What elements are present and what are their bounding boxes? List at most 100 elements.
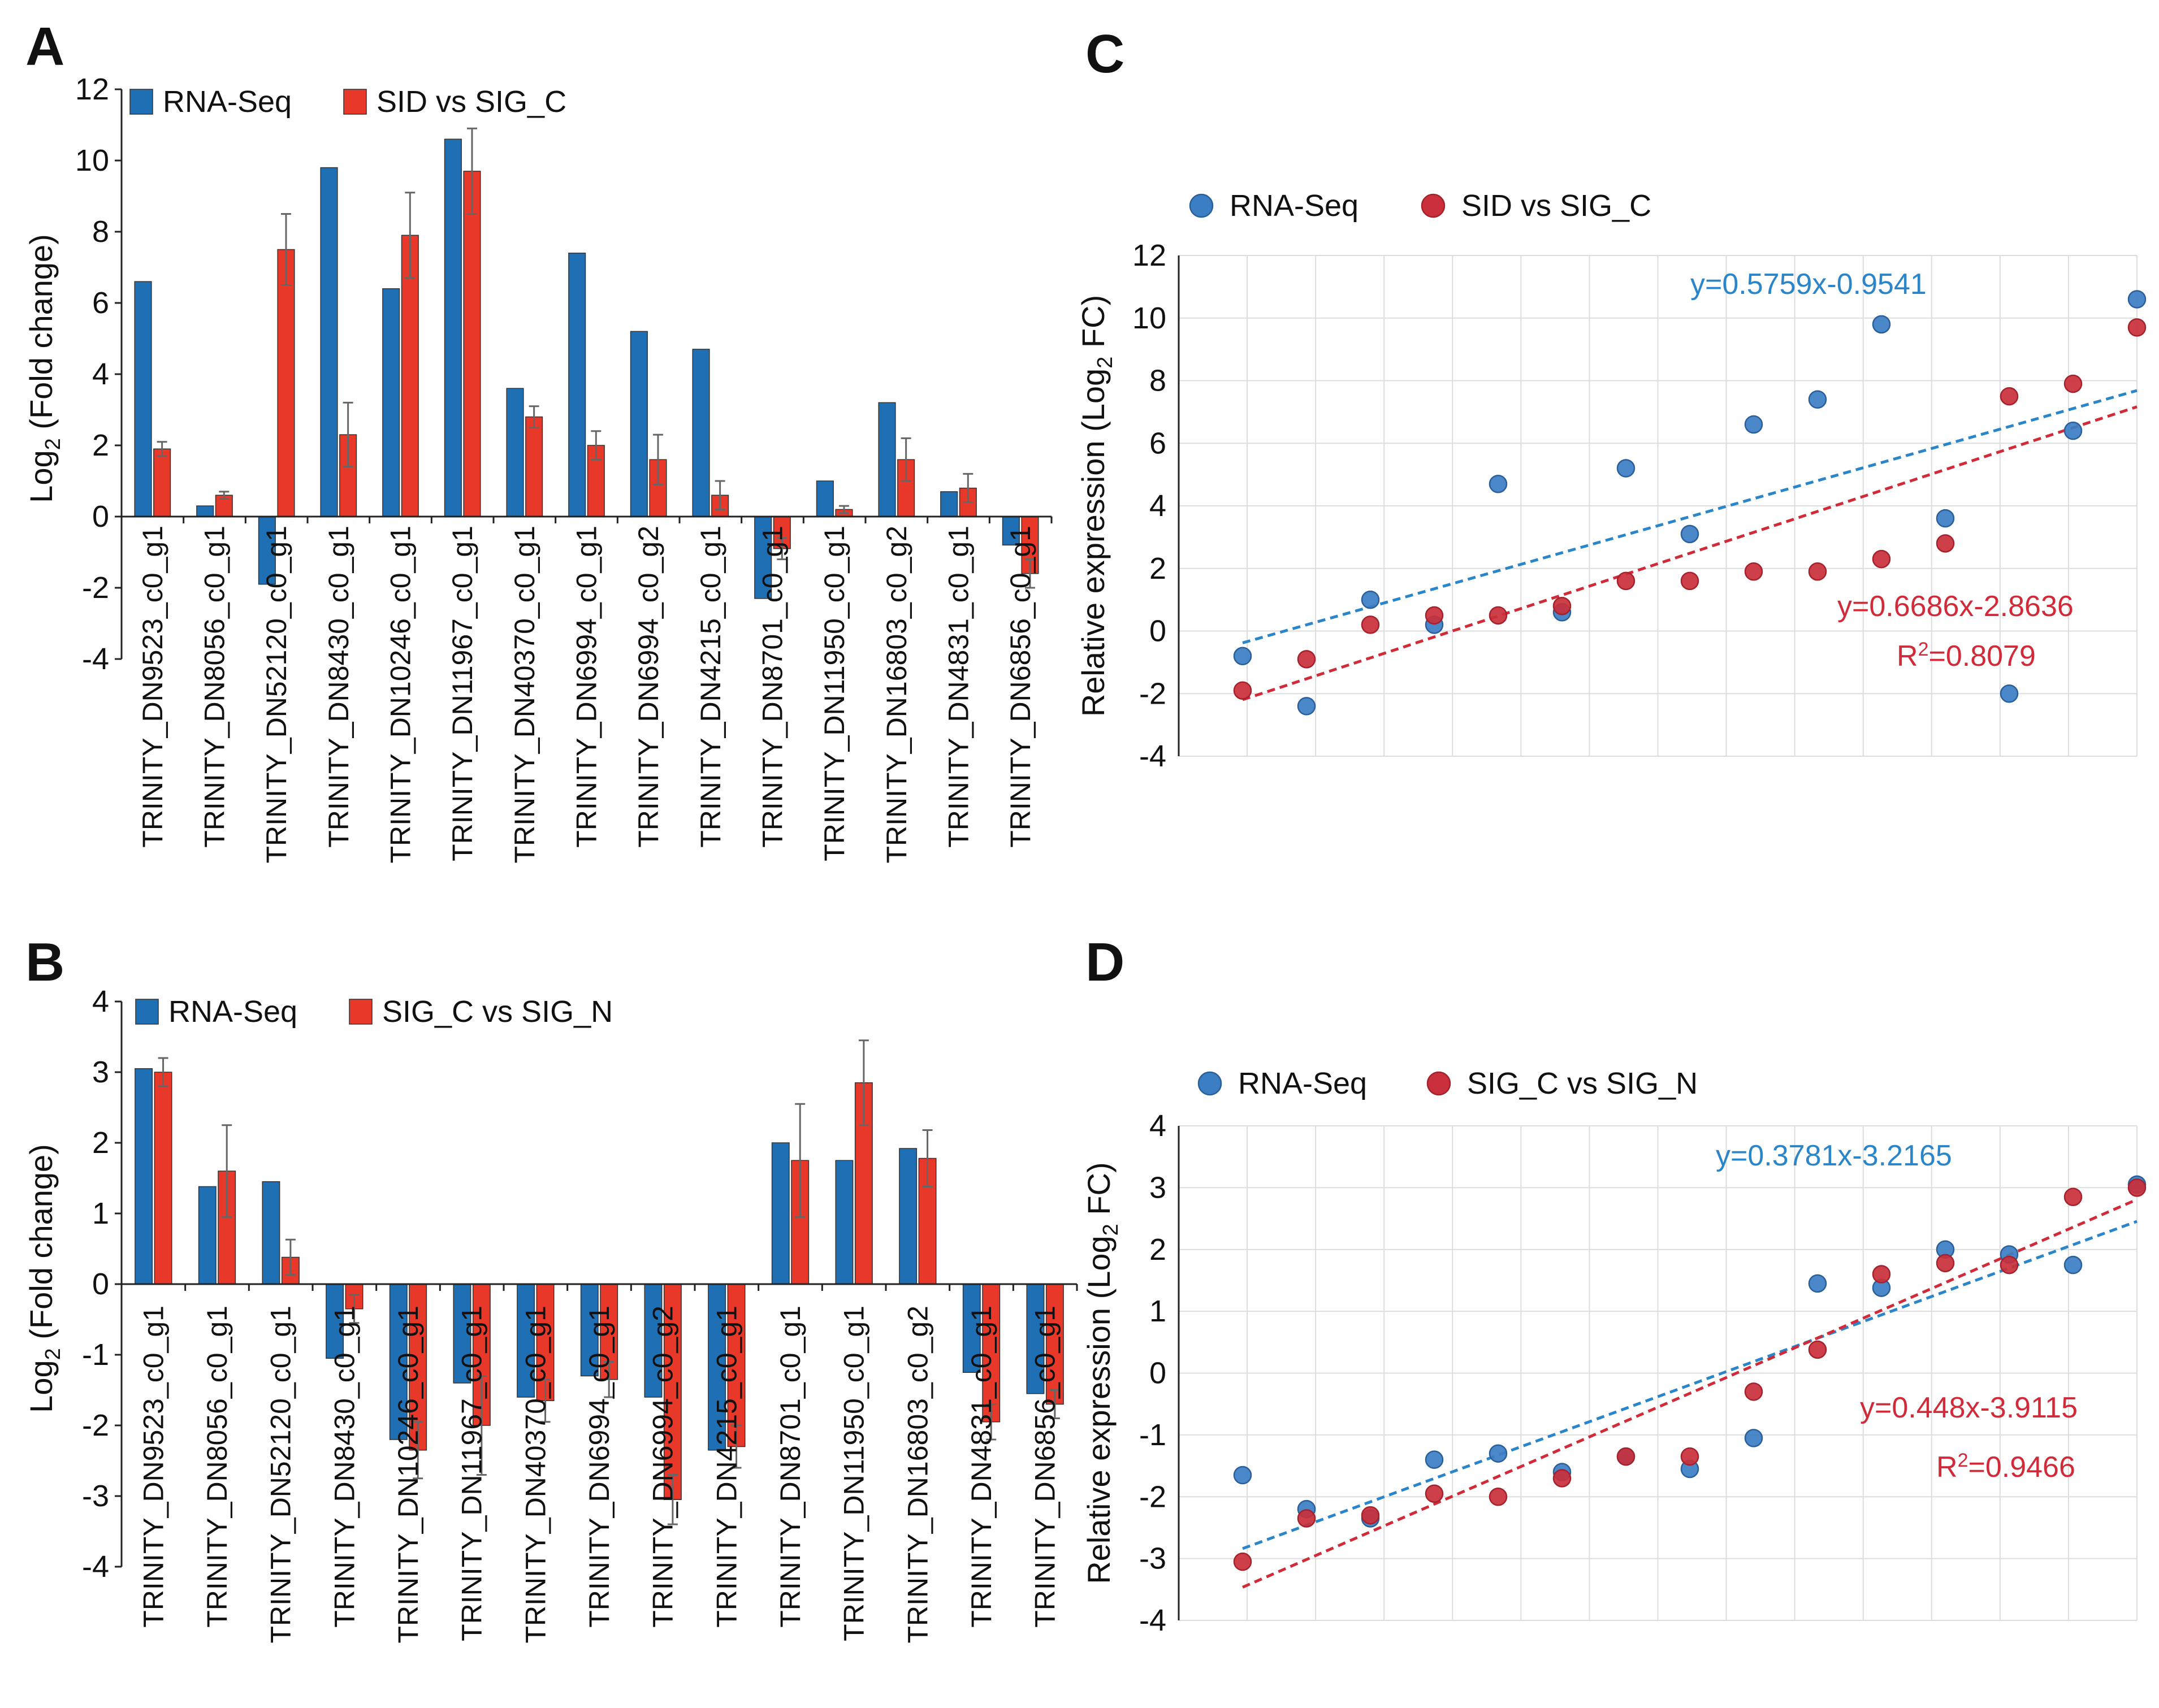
a-bar-rnaseq	[320, 167, 338, 517]
a-category-label: TRINITY_DN6856_c0_g1	[1005, 526, 1036, 848]
a-bar-rnaseq	[816, 480, 834, 517]
d-point-qpcr	[1361, 1506, 1380, 1525]
b-category-label: TRINITY_DN6994_c0_g1	[583, 1306, 615, 1628]
c-point-rnaseq	[1680, 524, 1699, 544]
a-category-label: TRINITY_DN10246_c0_g1	[385, 526, 417, 864]
c-legend-marker-qpcr	[1421, 193, 1446, 218]
a-bar-rnaseq	[134, 281, 152, 517]
d-point-qpcr	[1297, 1509, 1316, 1528]
c-point-qpcr	[1680, 571, 1699, 591]
a-legend-label-qpcr: SID vs SIG_C	[377, 85, 566, 119]
a-y-tick-label: -4	[82, 642, 109, 676]
a-bar-rnaseq	[506, 388, 524, 517]
b-legend-swatch-qpcr	[349, 999, 373, 1025]
c-legend-label-rnaseq: RNA-Seq	[1230, 189, 1358, 223]
c-y-tick-label: 4	[1149, 489, 1166, 523]
a-y-tick-label: 0	[92, 500, 109, 534]
c-point-rnaseq	[1808, 390, 1827, 409]
c-point-rnaseq	[1297, 697, 1316, 716]
d-point-qpcr	[2000, 1255, 2019, 1275]
c-y-tick-label: 8	[1149, 364, 1166, 398]
d-y-tick-label: 3	[1149, 1171, 1166, 1204]
a-bar-rnaseq	[196, 505, 214, 517]
b-y-axis-label: Log2 (Fold change)	[23, 1144, 65, 1413]
c-y-tick-label: -4	[1139, 739, 1166, 773]
d-point-rnaseq	[1744, 1429, 1763, 1447]
b-y-tick-label: 1	[92, 1197, 109, 1230]
a-bar-rnaseq	[1002, 516, 1020, 546]
b-bar-qpcr	[982, 1284, 1001, 1423]
d-y-tick-label: -4	[1139, 1603, 1166, 1637]
b-y-tick-label: -3	[82, 1479, 109, 1513]
d-y-tick-label: -3	[1139, 1542, 1166, 1576]
b-y-tick-label: 0	[92, 1267, 109, 1301]
c-y-axis-label: Relative expression (Log2 FC)	[1075, 295, 1117, 717]
c-point-qpcr	[1872, 549, 1891, 569]
a-bar-rnaseq	[878, 402, 896, 517]
a-bar-rnaseq	[444, 138, 462, 517]
c-point-qpcr	[1297, 650, 1316, 669]
d-point-qpcr	[1872, 1265, 1891, 1284]
b-category-label: TRINITY_DN11967_c0_g1	[456, 1306, 488, 1641]
d-trend-line-qpcr	[1242, 1198, 2138, 1589]
b-category-label: TRINITY_DN40370_c0_g1	[520, 1306, 551, 1644]
c-legend-label-qpcr: SID vs SIG_C	[1461, 189, 1651, 223]
c-point-rnaseq	[1489, 474, 1508, 493]
b-y-tick-label: 2	[92, 1126, 109, 1160]
c-point-rnaseq	[2127, 290, 2147, 309]
a-bar-qpcr	[525, 416, 543, 517]
b-legend-swatch-rnaseq	[135, 999, 159, 1025]
a-bar-rnaseq	[692, 349, 710, 517]
c-point-qpcr	[1936, 534, 1955, 553]
d-point-qpcr	[2063, 1187, 2083, 1207]
b-bar-rnaseq	[899, 1148, 918, 1285]
a-y-tick-label: 2	[92, 428, 109, 462]
c-equation-qpcr: y=0.6686x-2.8636	[1837, 590, 2074, 623]
b-bar-qpcr	[154, 1072, 172, 1285]
c-point-qpcr	[1233, 681, 1252, 700]
a-y-tick-label: -2	[82, 571, 109, 605]
a-bar-qpcr	[401, 235, 419, 517]
c-r-squared: R2=0.8079	[1897, 639, 2036, 673]
b-bar-rnaseq	[644, 1284, 663, 1398]
b-legend-label-rnaseq: RNA-Seq	[168, 995, 297, 1029]
d-equation-rnaseq: y=0.3781x-3.2165	[1716, 1139, 1952, 1172]
b-bar-rnaseq	[262, 1181, 280, 1285]
d-y-axis-label: Relative expression (Log2 FC)	[1081, 1162, 1123, 1584]
b-bar-rnaseq	[708, 1284, 726, 1451]
b-category-label: TRINITY_DN11950_c0_g1	[838, 1306, 870, 1641]
b-category-label: TRINITY_DN52120_c0_g1	[265, 1306, 297, 1644]
b-category-label: TRINITY_DN8056_c0_g1	[201, 1306, 233, 1628]
b-bar-rnaseq	[1026, 1284, 1045, 1394]
a-category-label: TRINITY_DN8056_c0_g1	[199, 526, 231, 848]
d-point-qpcr	[1936, 1254, 1955, 1273]
a-y-tick-label: 8	[92, 215, 109, 249]
a-category-label: TRINITY_DN6994_c0_g2	[633, 526, 664, 848]
b-bar-rnaseq	[580, 1284, 599, 1377]
b-category-label: TRINITY_DN6856_c0_g1	[1029, 1306, 1061, 1628]
d-point-rnaseq	[2063, 1255, 2083, 1275]
d-legend-marker-rnaseq	[1197, 1071, 1222, 1096]
a-bar-qpcr	[277, 249, 295, 517]
d-legend-label-qpcr: SIG_C vs SIG_N	[1467, 1067, 1698, 1100]
a-bar-qpcr	[463, 171, 481, 517]
c-point-qpcr	[1489, 606, 1508, 625]
d-point-rnaseq	[1808, 1274, 1827, 1293]
d-r-squared: R2=0.9466	[1936, 1450, 2075, 1484]
c-point-rnaseq	[1936, 509, 1955, 528]
d-point-rnaseq	[1489, 1444, 1508, 1463]
a-legend-label-rnaseq: RNA-Seq	[163, 85, 292, 119]
b-y-tick-label: -4	[82, 1550, 109, 1584]
d-trend-line-rnaseq	[1242, 1220, 2138, 1550]
a-legend-swatch-rnaseq	[129, 89, 153, 115]
b-bar-qpcr	[663, 1284, 682, 1500]
d-point-qpcr	[1233, 1552, 1252, 1571]
d-point-qpcr	[1489, 1488, 1508, 1506]
d-y-tick-label: 0	[1149, 1356, 1166, 1390]
c-point-qpcr	[1361, 615, 1380, 634]
a-category-label: TRINITY_DN11967_c0_g1	[447, 526, 478, 861]
a-legend-swatch-qpcr	[343, 89, 367, 115]
c-point-qpcr	[1425, 606, 1444, 625]
panel-b-bar-chart: -4 -3 -2 -1 0 1 2 3 4 TRINITY_DN9523_c0_g1 TRINITY…	[23, 985, 1078, 1644]
panel-label-c: C	[1085, 24, 1124, 84]
